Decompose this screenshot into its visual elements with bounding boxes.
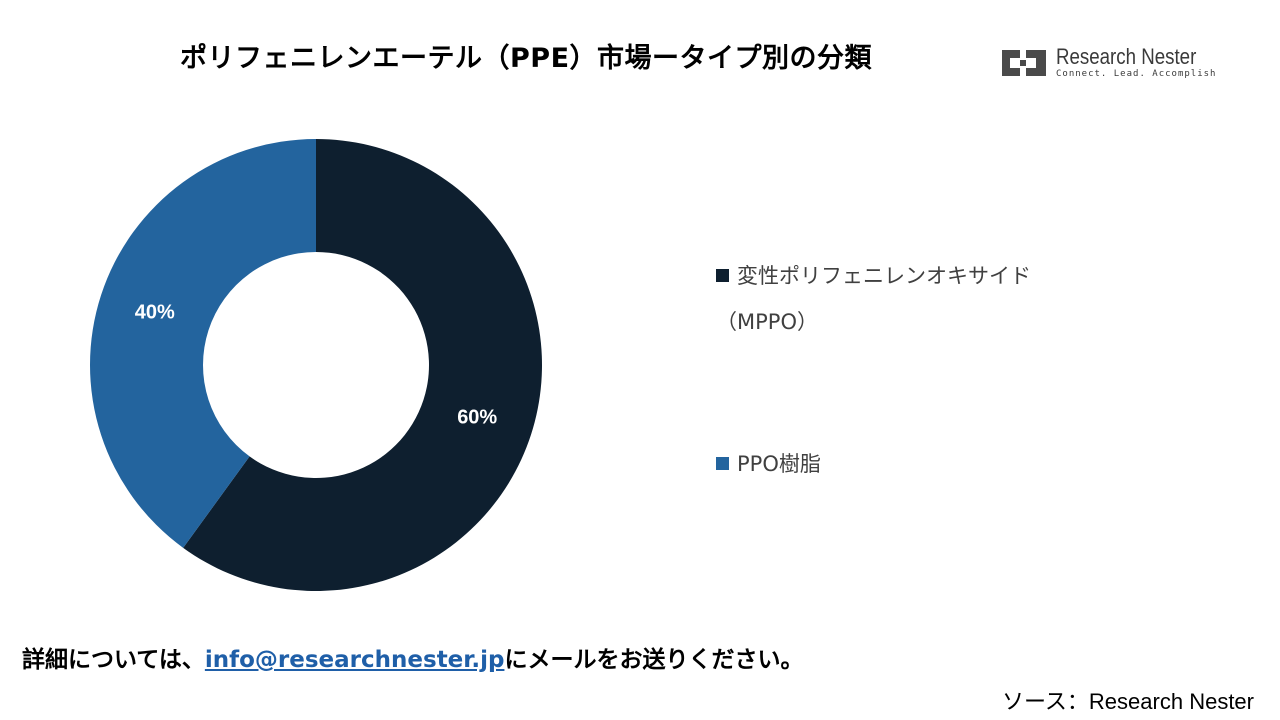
donut-chart: 60% 40%: [90, 139, 542, 591]
contact-suffix: にメールをお送りください。: [504, 647, 804, 673]
contact-line: 詳細については、info@researchnester.jpにメールをお送りくだ…: [22, 640, 803, 674]
source-name: Research Nester: [1088, 689, 1254, 714]
legend-label-ppo: PPO樹脂: [737, 452, 821, 476]
contact-email-link[interactable]: info@researchnester.jp: [204, 647, 505, 673]
research-nester-logo: Research Nester Connect. Lead. Accomplis…: [998, 44, 1228, 84]
source-prefix: ソース：: [1002, 690, 1089, 715]
legend-swatch-ppo: [716, 457, 729, 470]
donut-data-label-1: 40%: [135, 302, 175, 324]
legend-item-mppo: 変性ポリフェニレンオキサイド （MPPO）: [716, 260, 1031, 336]
legend-item-ppo: PPO樹脂: [716, 448, 821, 478]
donut-slice-0: [183, 139, 542, 591]
legend-swatch-mppo: [716, 269, 729, 282]
legend-label-mppo-line1: 変性ポリフェニレンオキサイド: [737, 264, 1031, 288]
logo-name: Research Nester: [1056, 44, 1197, 69]
logo-mark-icon: [1002, 50, 1046, 76]
chart-title: ポリフェニレンエーテル（PPE）市場ータイプ別の分類: [180, 43, 873, 74]
legend-label-mppo-line2: （MPPO）: [716, 310, 818, 334]
logo-tagline: Connect. Lead. Accomplish: [1056, 69, 1217, 79]
donut-slice-1: [90, 139, 316, 548]
donut-data-label-0: 60%: [457, 406, 497, 428]
source-credit: ソース：Research Nester: [1002, 684, 1254, 716]
contact-prefix: 詳細については、: [22, 647, 205, 673]
